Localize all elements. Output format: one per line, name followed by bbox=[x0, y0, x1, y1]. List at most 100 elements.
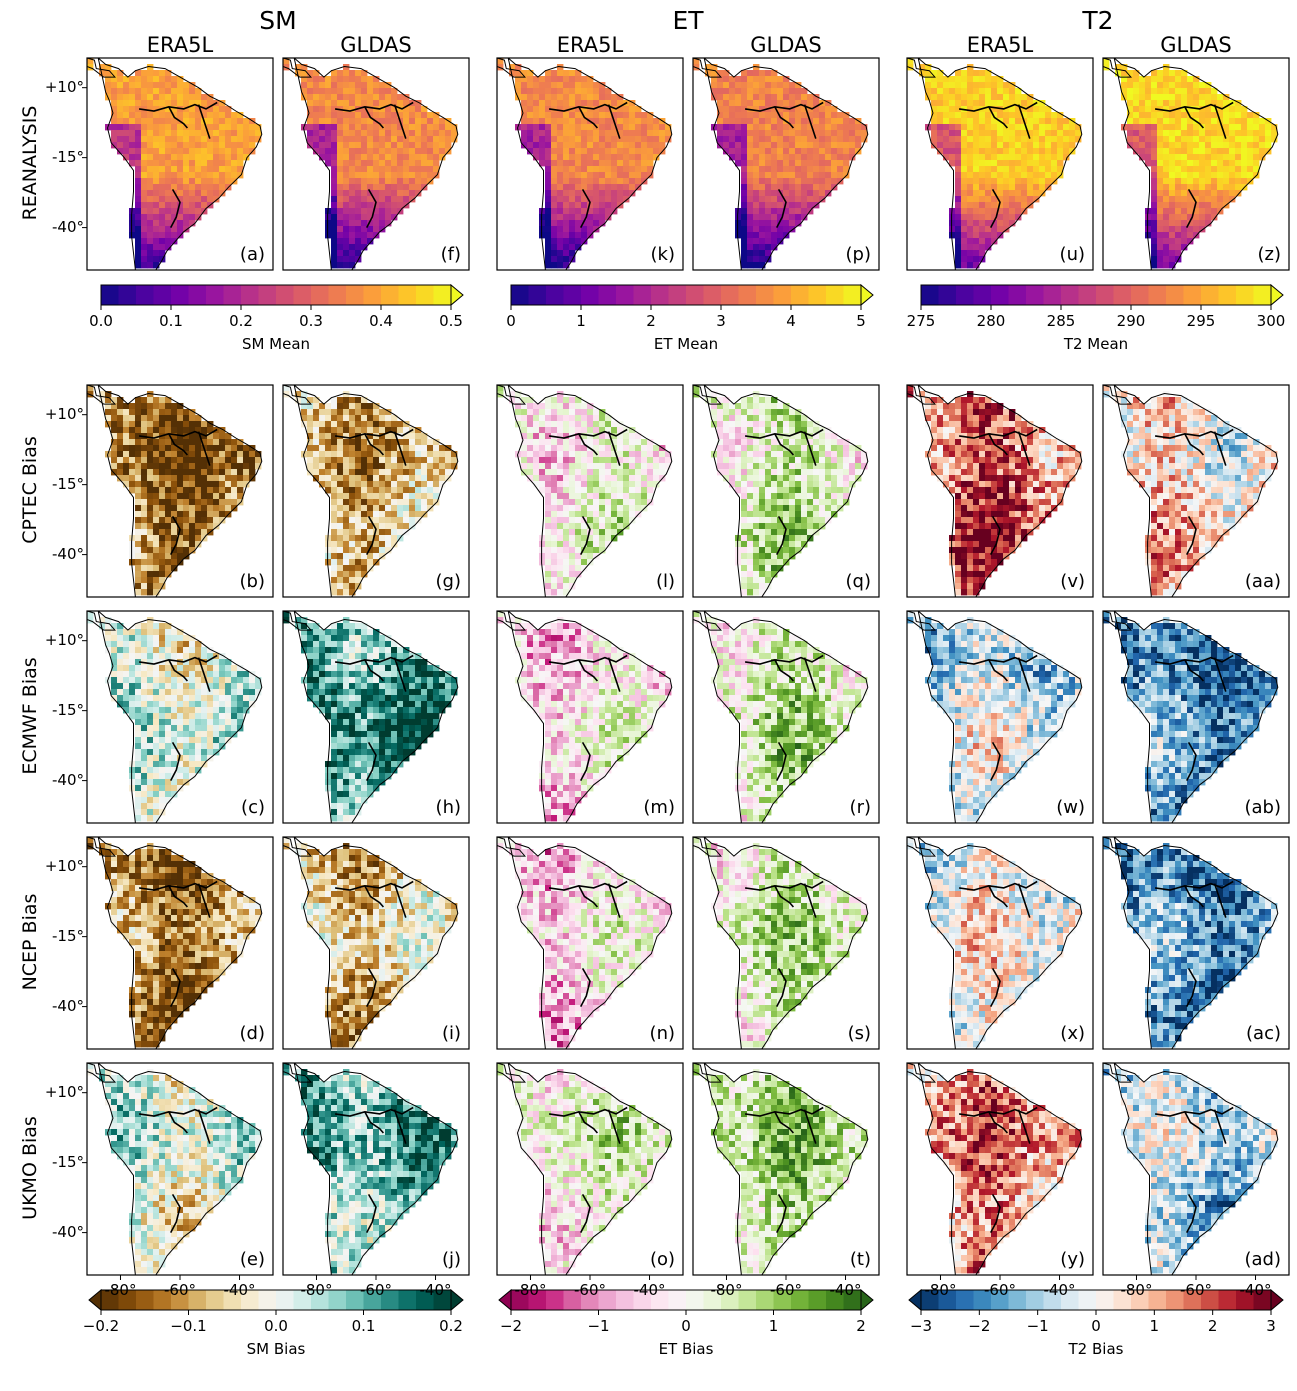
river-line bbox=[197, 883, 211, 918]
river-line bbox=[138, 880, 218, 891]
coastline bbox=[97, 1063, 263, 1275]
river-line bbox=[548, 428, 628, 439]
river-line bbox=[579, 515, 591, 555]
river-line bbox=[774, 1111, 795, 1134]
group-title-sm: SM bbox=[259, 6, 297, 35]
coastline bbox=[507, 611, 673, 823]
panel-label: (y) bbox=[1060, 1249, 1085, 1270]
river-line bbox=[334, 101, 414, 112]
panel-frame bbox=[692, 57, 880, 271]
coastline bbox=[917, 611, 1083, 823]
river-line bbox=[988, 1111, 1009, 1134]
river-line bbox=[1017, 1109, 1031, 1144]
river-line bbox=[364, 885, 385, 908]
colorbar-tick-label: 0 bbox=[1091, 1317, 1101, 1335]
river-line bbox=[334, 654, 414, 665]
grid-cells bbox=[87, 385, 262, 596]
river-line bbox=[365, 1193, 377, 1233]
coastline bbox=[293, 611, 459, 823]
river-line bbox=[958, 654, 1038, 665]
river-line bbox=[958, 1106, 1038, 1117]
river-line bbox=[579, 741, 591, 781]
panel-label: (d) bbox=[239, 1023, 265, 1044]
lon-tick-label: -40° bbox=[1239, 1281, 1272, 1299]
coastline bbox=[703, 58, 869, 270]
river-line bbox=[1213, 431, 1227, 466]
river-line bbox=[138, 654, 218, 665]
grid-cells bbox=[693, 385, 868, 596]
colorbar-sm_mean bbox=[100, 283, 464, 310]
coastline bbox=[917, 385, 1083, 597]
coastline bbox=[703, 611, 869, 823]
river-line bbox=[548, 654, 628, 665]
colorbar-tick-label: 300 bbox=[1256, 312, 1286, 330]
lon-tick-label: -80° bbox=[1120, 1281, 1153, 1299]
colorbar-tick-label: 0 bbox=[681, 1317, 691, 1335]
river-line bbox=[775, 741, 787, 781]
map-panel-r0-c4 bbox=[906, 57, 1094, 271]
coastline-central-america bbox=[1103, 837, 1133, 857]
map-panel-r0-c1 bbox=[282, 57, 470, 271]
map-panel-r2-c3 bbox=[692, 610, 880, 824]
river-line bbox=[607, 883, 621, 918]
panel-frame bbox=[1102, 610, 1290, 824]
colorbar-tick-label: 3 bbox=[1266, 1317, 1276, 1335]
coastline-central-america bbox=[497, 611, 527, 631]
grid-cells bbox=[283, 58, 458, 269]
grid-cells bbox=[497, 837, 672, 1048]
colorbar-tick-label: 3 bbox=[716, 312, 726, 330]
river-line bbox=[1184, 433, 1205, 456]
coastline-central-america bbox=[87, 611, 117, 631]
lon-tick-label: -60° bbox=[164, 1281, 196, 1299]
panel-frame bbox=[86, 836, 274, 1050]
panel-label: (w) bbox=[1056, 797, 1085, 818]
panel-label: (o) bbox=[649, 1249, 675, 1270]
river-line bbox=[168, 433, 189, 456]
river-line bbox=[169, 967, 181, 1007]
river-line bbox=[775, 967, 787, 1007]
river-line bbox=[803, 883, 817, 918]
map-panel-r1-c3 bbox=[692, 384, 880, 598]
lat-tick-label: -40° bbox=[52, 996, 84, 1015]
panel-label: (u) bbox=[1059, 244, 1085, 265]
panel-label: (ac) bbox=[1246, 1023, 1281, 1044]
panel-label: (a) bbox=[239, 244, 265, 265]
river-line bbox=[168, 106, 189, 129]
river-line bbox=[365, 188, 377, 228]
river-line bbox=[334, 1106, 414, 1117]
coastline-central-america bbox=[1103, 1063, 1133, 1083]
panel-label: (q) bbox=[845, 571, 871, 592]
lat-tick-label: -15° bbox=[52, 474, 84, 493]
grid-cells bbox=[283, 385, 458, 596]
panel-frame bbox=[906, 836, 1094, 1050]
colorbar-tick-label: 0.3 bbox=[299, 312, 323, 330]
river-line bbox=[1213, 883, 1227, 918]
coastline bbox=[97, 837, 263, 1049]
river-line bbox=[138, 428, 218, 439]
grid-cells bbox=[907, 837, 1082, 1048]
grid-cells bbox=[497, 385, 672, 596]
map-panel-r1-c4 bbox=[906, 384, 1094, 598]
river-line bbox=[169, 1193, 181, 1233]
coastline-central-america bbox=[497, 837, 527, 857]
colorbar-tick-label: 0.1 bbox=[159, 312, 183, 330]
river-line bbox=[988, 433, 1009, 456]
coastline bbox=[703, 1063, 869, 1275]
grid-cells bbox=[907, 58, 1082, 269]
panel-label: (l) bbox=[655, 571, 675, 592]
river-line bbox=[169, 188, 181, 228]
panel-frame bbox=[496, 57, 684, 271]
panel-label: (i) bbox=[441, 1023, 461, 1044]
colorbar-tick-label: 0.5 bbox=[439, 312, 463, 330]
colorbar-tick-label: −0.1 bbox=[170, 1317, 207, 1335]
river-line bbox=[364, 1111, 385, 1134]
panel-label: (f) bbox=[440, 244, 461, 265]
river-line bbox=[365, 515, 377, 555]
lon-tick-label: -40° bbox=[223, 1281, 256, 1299]
map-panel-r3-c5 bbox=[1102, 836, 1290, 1050]
panel-label: (m) bbox=[643, 797, 675, 818]
river-line bbox=[578, 1111, 599, 1134]
coastline-central-america bbox=[497, 1063, 527, 1083]
colorbar-sm_bias bbox=[88, 1288, 464, 1315]
coastline-central-america bbox=[283, 611, 313, 631]
